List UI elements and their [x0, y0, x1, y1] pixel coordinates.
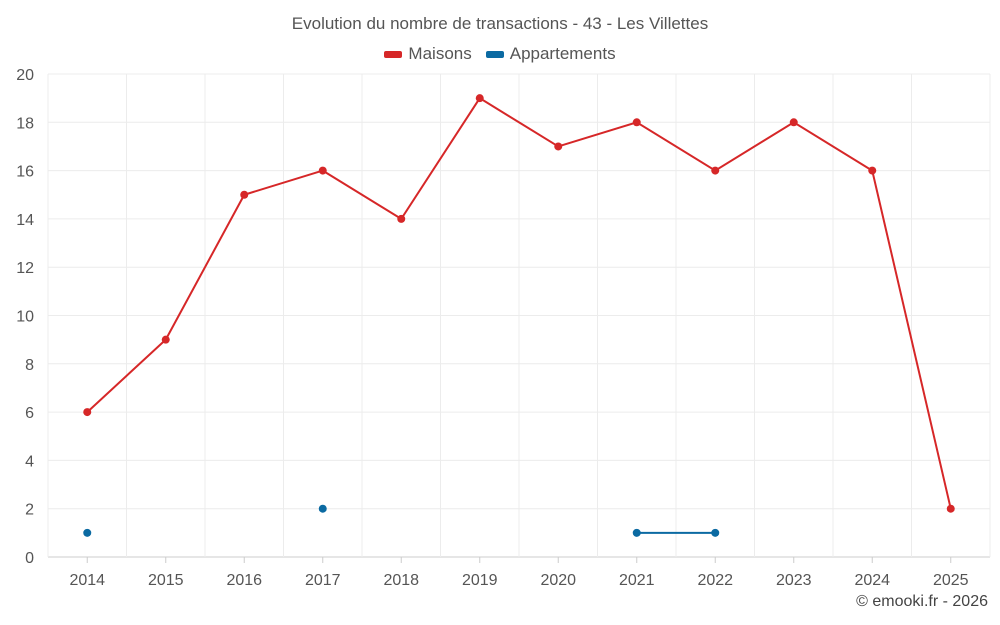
y-tick-label: 16 [16, 164, 34, 181]
x-tick-label: 2024 [854, 572, 890, 589]
x-tick-label: 2019 [462, 572, 498, 589]
x-tick-label: 2022 [697, 572, 733, 589]
series-line-maisons [86, 96, 952, 509]
credit-text: © emooki.fr - 2026 [856, 593, 988, 610]
legend-label-appartements: Appartements [509, 44, 616, 63]
data-point-maisons [946, 504, 955, 513]
data-point-maisons [789, 118, 798, 127]
x-tick-label: 2014 [69, 572, 105, 589]
legend: Maisons Appartements [0, 44, 1000, 64]
y-tick-label: 18 [16, 115, 34, 132]
data-point-appartements [83, 528, 92, 537]
data-point-appartements [711, 528, 720, 537]
legend-label-maisons: Maisons [408, 44, 472, 63]
data-point-maisons [632, 118, 641, 127]
legend-swatch-appartements [485, 50, 504, 58]
data-point-maisons [711, 166, 720, 175]
legend-item-appartements[interactable]: Appartements [485, 44, 616, 64]
data-point-maisons [397, 214, 406, 223]
x-tick-label: 2021 [619, 572, 655, 589]
legend-swatch-maisons [384, 50, 403, 58]
y-tick-label: 8 [25, 357, 34, 374]
y-tick-label: 14 [16, 212, 34, 229]
data-point-maisons [475, 94, 484, 103]
data-point-maisons [868, 166, 877, 175]
chart-title: Evolution du nombre de transactions - 43… [291, 14, 709, 33]
x-tick-label: 2018 [383, 572, 419, 589]
data-point-maisons [83, 408, 92, 417]
y-tick-label: 12 [16, 260, 34, 277]
data-point-maisons [554, 142, 563, 151]
y-tick-label: 6 [25, 405, 34, 422]
data-point-maisons [318, 166, 327, 175]
x-tick-label: 2023 [776, 572, 812, 589]
legend-item-maisons[interactable]: Maisons [384, 44, 472, 64]
data-point-appartements [632, 528, 641, 537]
x-tick-label: 2020 [540, 572, 576, 589]
y-tick-label: 4 [25, 453, 34, 470]
x-tick-label: 2025 [933, 572, 969, 589]
data-point-appartements [318, 504, 327, 513]
y-tick-label: 2 [25, 502, 34, 519]
y-tick-label: 20 [16, 67, 34, 84]
x-tick-label: 2016 [226, 572, 262, 589]
data-point-maisons [161, 335, 170, 344]
y-tick-label: 0 [25, 550, 34, 567]
data-point-maisons [240, 190, 249, 199]
y-tick-label: 10 [16, 309, 34, 326]
x-tick-label: 2015 [148, 572, 184, 589]
x-tick-label: 2017 [305, 572, 341, 589]
